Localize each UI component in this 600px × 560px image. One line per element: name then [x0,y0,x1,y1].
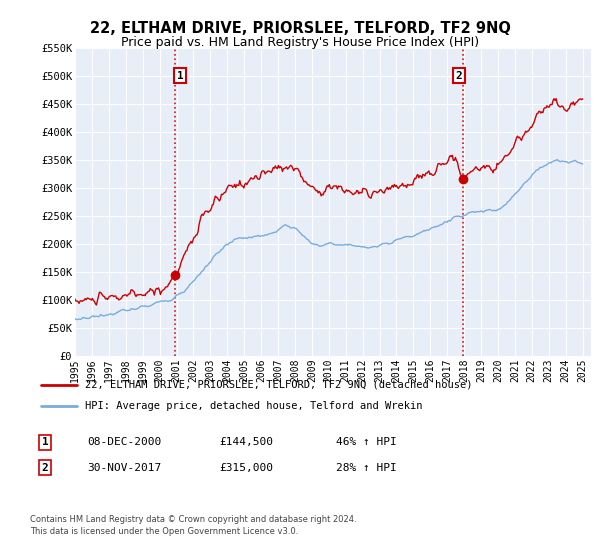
Text: 2: 2 [455,71,463,81]
Text: 28% ↑ HPI: 28% ↑ HPI [336,463,397,473]
Text: 30-NOV-2017: 30-NOV-2017 [87,463,161,473]
Text: £315,000: £315,000 [219,463,273,473]
Text: HPI: Average price, detached house, Telford and Wrekin: HPI: Average price, detached house, Telf… [85,401,422,411]
Text: 1: 1 [41,437,49,447]
Text: 2: 2 [41,463,49,473]
Text: 1: 1 [176,71,183,81]
Text: Contains HM Land Registry data © Crown copyright and database right 2024.: Contains HM Land Registry data © Crown c… [30,515,356,524]
Text: This data is licensed under the Open Government Licence v3.0.: This data is licensed under the Open Gov… [30,528,298,536]
Text: £144,500: £144,500 [219,437,273,447]
Text: 08-DEC-2000: 08-DEC-2000 [87,437,161,447]
Text: 46% ↑ HPI: 46% ↑ HPI [336,437,397,447]
Text: 22, ELTHAM DRIVE, PRIORSLEE, TELFORD, TF2 9NQ: 22, ELTHAM DRIVE, PRIORSLEE, TELFORD, TF… [89,21,511,36]
Text: Price paid vs. HM Land Registry's House Price Index (HPI): Price paid vs. HM Land Registry's House … [121,36,479,49]
Text: 22, ELTHAM DRIVE, PRIORSLEE, TELFORD, TF2 9NQ (detached house): 22, ELTHAM DRIVE, PRIORSLEE, TELFORD, TF… [85,380,473,390]
